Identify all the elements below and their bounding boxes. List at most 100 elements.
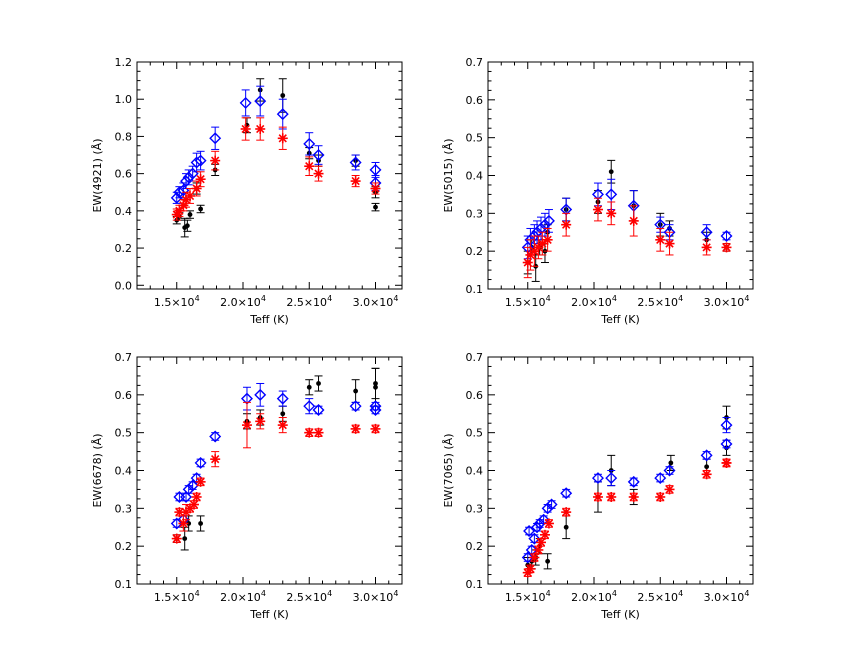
x-axis-label: Teff (K) — [249, 608, 289, 621]
asterisk-stroke — [562, 220, 571, 229]
asterisk-stroke — [536, 538, 546, 547]
data-point-asterisk — [525, 563, 536, 574]
data-point-asterisk — [655, 234, 666, 245]
data-point-asterisk — [561, 507, 572, 518]
x-tick-label-exponent: 4 — [678, 589, 683, 598]
x-tick-label: 2.0×104 — [220, 589, 266, 604]
x-tick-label-exponent: 4 — [327, 294, 332, 303]
y-tick-label: 0.2 — [115, 540, 133, 553]
x-tick-label: 3.0×104 — [704, 294, 750, 309]
x-tick-label: 3.0×104 — [353, 294, 399, 309]
y-axis-label: EW(4921) (Å) — [91, 138, 104, 212]
y-tick-label: 0.5 — [115, 427, 133, 440]
asterisk-stroke — [526, 564, 535, 574]
y-tick-label: 0.4 — [466, 465, 484, 478]
x-tick-label-exponent: 4 — [327, 589, 332, 598]
x-tick-label: 3.0×104 — [704, 589, 750, 604]
data-point-diamond — [542, 214, 555, 227]
data-point-dot — [182, 536, 188, 541]
data-point-asterisk — [664, 484, 675, 495]
data-point-diamond — [349, 400, 362, 413]
data-point-dot — [280, 411, 286, 417]
data-point-asterisk — [370, 423, 381, 434]
asterisk-stroke — [314, 428, 323, 437]
x-tick-label-base: 1.5×10 — [505, 296, 546, 309]
data-point-diamond — [190, 156, 203, 169]
data-point-diamond — [531, 521, 544, 534]
x-tick-label-base: 2.5×10 — [286, 591, 327, 604]
asterisk-stroke — [172, 534, 181, 543]
data-point-asterisk — [350, 423, 361, 434]
x-tick-label-exponent: 4 — [261, 589, 266, 598]
data-point-diamond — [209, 132, 222, 145]
data-point-asterisk — [701, 469, 712, 480]
x-tick-label: 1.5×104 — [154, 589, 200, 604]
x-tick-label: 2.0×104 — [571, 589, 617, 604]
data-point-diamond — [239, 96, 252, 109]
data-point-asterisk — [542, 234, 553, 245]
data-point-asterisk — [195, 174, 206, 185]
x-tick-label-exponent: 4 — [612, 589, 617, 598]
y-tick-label: 0.2 — [115, 242, 133, 255]
x-tick-label: 2.0×104 — [220, 294, 266, 309]
data-series-diamond — [170, 382, 382, 530]
asterisk-stroke — [196, 175, 205, 184]
asterisk-stroke — [242, 420, 252, 430]
x-tick-label-exponent: 4 — [744, 589, 749, 598]
data-point-asterisk — [313, 427, 324, 438]
data-point-diamond — [700, 449, 713, 462]
x-tick-label: 1.5×104 — [154, 294, 200, 309]
data-point-diamond — [180, 175, 193, 188]
x-tick-label-base: 1.5×10 — [154, 296, 195, 309]
data-point-asterisk — [210, 155, 221, 166]
data-point-diamond — [369, 400, 382, 413]
x-tick-label-base: 1.5×10 — [505, 591, 546, 604]
data-point-diamond — [521, 551, 534, 564]
data-point-asterisk — [606, 491, 617, 502]
x-tick-label-base: 3.0×10 — [353, 296, 394, 309]
x-tick-label: 2.5×104 — [286, 294, 332, 309]
data-point-asterisk — [537, 238, 548, 249]
data-series-asterisk — [171, 401, 381, 544]
data-point-asterisk — [195, 476, 206, 487]
x-axis-label: Teff (K) — [600, 313, 640, 326]
y-axis-label: EW(7065) (Å) — [442, 433, 455, 507]
x-axis-label: Teff (K) — [600, 608, 640, 621]
asterisk-stroke — [665, 485, 674, 494]
asterisk-stroke — [593, 205, 603, 214]
x-tick-label-exponent: 4 — [678, 294, 683, 303]
x-tick-label-base: 3.0×10 — [704, 591, 745, 604]
asterisk-stroke — [211, 454, 220, 464]
data-point-dot — [563, 524, 569, 530]
y-tick-label: 0.4 — [115, 465, 133, 478]
asterisk-stroke — [722, 458, 731, 468]
data-point-diamond — [186, 479, 199, 492]
data-point-diamond — [369, 163, 382, 176]
data-point-asterisk — [543, 518, 554, 529]
asterisk-stroke — [607, 209, 616, 218]
data-point-diamond — [276, 108, 289, 121]
asterisk-stroke — [702, 243, 711, 252]
y-tick-label: 0.4 — [466, 170, 484, 183]
asterisk-stroke — [702, 470, 711, 479]
data-point-asterisk — [592, 491, 603, 502]
y-tick-label: 0.3 — [466, 502, 484, 515]
data-point-dot — [186, 521, 192, 526]
data-point-diamond — [591, 472, 604, 485]
asterisk-stroke — [351, 424, 360, 434]
data-point-diamond — [180, 490, 193, 503]
asterisk-stroke — [196, 477, 205, 487]
plot-frame — [136, 356, 403, 585]
data-point-dot — [373, 384, 378, 390]
data-point-diamond — [538, 218, 551, 231]
data-point-dot — [184, 223, 190, 229]
y-tick-label: 0.3 — [466, 207, 484, 220]
data-point-asterisk — [191, 183, 202, 194]
data-point-diamond — [254, 388, 267, 401]
plot-panel: 1.5×104 2.0×104 2.5×104 3.0×1040.10.20.30.4… — [442, 56, 754, 326]
data-series-dot — [523, 405, 731, 574]
plot-panel: 1.5×104 2.0×104 2.5×104 3.0×1040.10.20.30.4… — [442, 351, 754, 621]
data-point-dot — [608, 169, 614, 175]
plot-frame — [136, 61, 403, 290]
